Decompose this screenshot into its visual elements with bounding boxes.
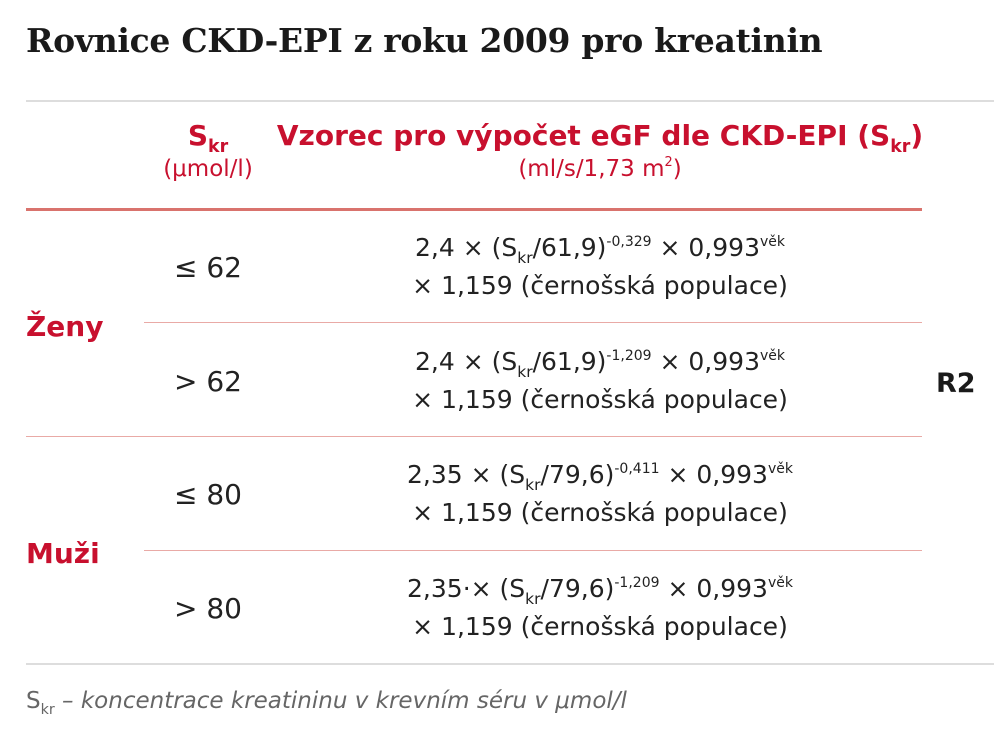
formula-line-2: × 1,159 (černošská populace) [412, 498, 788, 527]
row-condition: ≤ 62 [174, 251, 242, 284]
row-condition: > 80 [174, 592, 242, 625]
row-formula: 2,4 × (Skr/61,9)-1,209 × 0,993věk × 1,15… [300, 343, 900, 419]
row-formula: 2,4 × (Skr/61,9)-0,329 × 0,993věk × 1,15… [300, 229, 900, 305]
page-title: Rovnice CKD-EPI z roku 2009 pro kreatini… [26, 21, 823, 60]
header-creatinine-unit: (μmol/l) [163, 156, 253, 182]
group-label-men: Muži [26, 537, 100, 570]
formula-line-1: 2,4 × (Skr/61,9)-0,329 × 0,993věk [414, 233, 785, 267]
header-formula-label: Vzorec pro výpočet eGF dle CKD-EPI (Skr) [276, 119, 924, 158]
header-formula: Vzorec pro výpočet eGF dle CKD-EPI (Skr)… [270, 118, 930, 184]
top-divider [26, 100, 994, 102]
footnote-text: – koncentrace kreatininu v krevním séru … [54, 688, 627, 714]
formula-line-2: × 1,159 (černošská populace) [412, 271, 788, 300]
header-creatinine: Skr (μmol/l) [140, 118, 276, 184]
header-formula-unit: (ml/s/1,73 m2) [518, 155, 682, 182]
footnote-subscript: kr [40, 701, 55, 718]
header-creatinine-symbol: Skr [187, 119, 229, 158]
row-condition: > 62 [174, 365, 242, 398]
row-formula: 2,35·× (Skr/79,6)-1,209 × 0,993věk × 1,1… [300, 570, 900, 646]
formula-line-2: × 1,159 (černošská populace) [412, 385, 788, 414]
footnote: Skr – koncentrace kreatininu v krevním s… [26, 683, 627, 719]
formula-line-1: 2,35 × (Skr/79,6)-0,411 × 0,993věk [407, 460, 793, 494]
bottom-divider [26, 663, 994, 665]
footnote-symbol: S [26, 688, 41, 714]
formula-line-1: 2,35·× (Skr/79,6)-1,209 × 0,993věk [407, 574, 793, 608]
row-formula: 2,35 × (Skr/79,6)-0,411 × 0,993věk × 1,1… [300, 456, 900, 532]
header-divider [26, 208, 922, 211]
row-condition: ≤ 80 [174, 478, 242, 511]
formula-line-1: 2,4 × (Skr/61,9)-1,209 × 0,993věk [414, 347, 785, 381]
reference-label: R2 [936, 368, 976, 399]
row-divider [144, 322, 922, 323]
formula-line-2: × 1,159 (černošská populace) [412, 612, 788, 641]
group-label-women: Ženy [26, 310, 104, 343]
row-divider [144, 550, 922, 551]
group-divider [26, 436, 922, 437]
